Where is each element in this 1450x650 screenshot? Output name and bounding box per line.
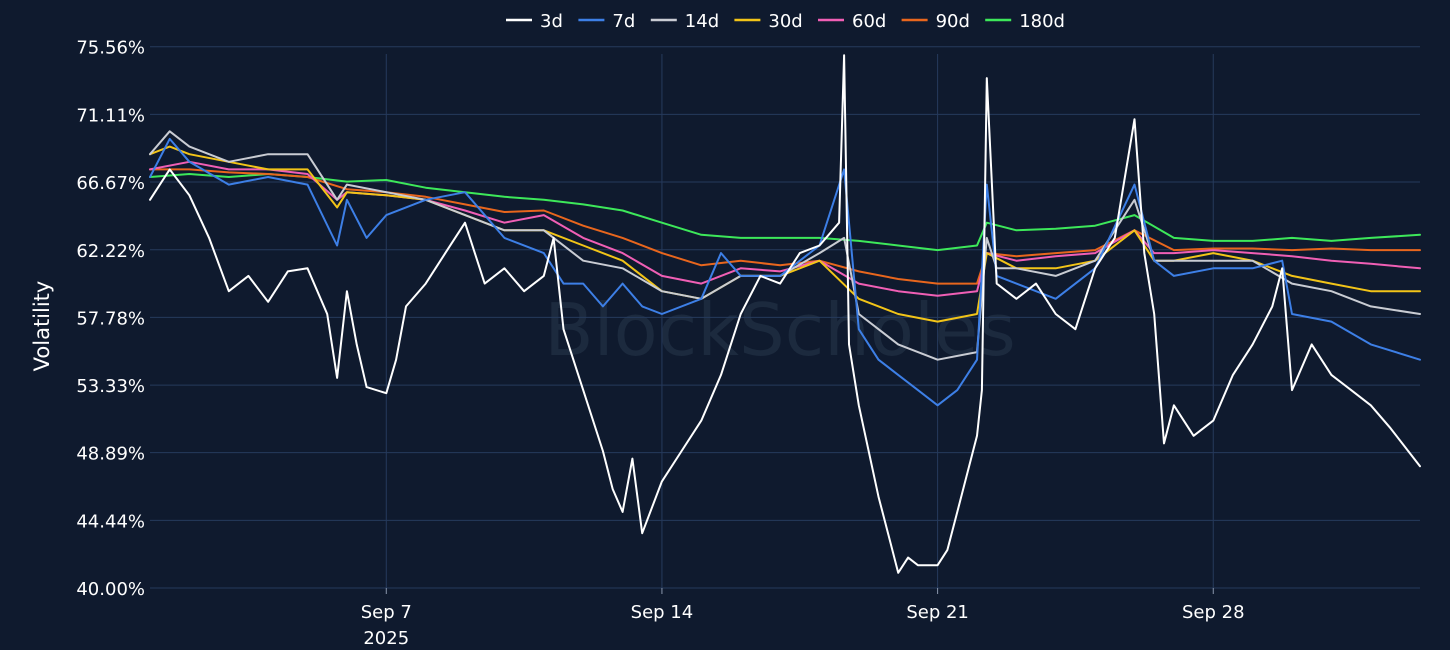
legend-item-90d[interactable]: 90d	[901, 11, 970, 32]
legend-item-7d[interactable]: 7d	[578, 11, 635, 32]
legend-label: 7d	[612, 11, 635, 32]
y-axis-title: Volatility	[30, 281, 54, 372]
series-line-3d	[149, 54, 1421, 574]
legend-label: 3d	[540, 11, 563, 32]
watermark: BlockScholes	[544, 288, 1016, 372]
y-tick-label: 40.00%	[76, 579, 145, 600]
legend[interactable]: 3d 7d 14d 30d 60d 90d 180d	[506, 11, 1065, 32]
y-tick-label: 48.89%	[76, 444, 145, 465]
legend-label: 90d	[936, 11, 970, 32]
series-line-90d	[149, 168, 1421, 285]
legend-label: 14d	[685, 11, 719, 32]
y-tick-label: 62.22%	[76, 241, 145, 262]
series-lines	[149, 54, 1421, 574]
y-tick-label: 66.67%	[76, 173, 145, 194]
legend-label: 180d	[1019, 11, 1065, 32]
x-axis-ticks: Sep 7 2025 Sep 14 Sep 21 Sep 28	[361, 588, 1245, 649]
legend-item-3d[interactable]: 3d	[506, 11, 563, 32]
y-tick-label: 57.78%	[76, 308, 145, 329]
x-tick-year-label: 2025	[363, 628, 409, 649]
legend-item-30d[interactable]: 30d	[734, 11, 803, 32]
x-tick-label: Sep 14	[631, 602, 694, 623]
legend-label: 60d	[852, 11, 886, 32]
legend-label: 30d	[768, 11, 802, 32]
x-tick-label: Sep 21	[906, 602, 969, 623]
series-line-7d	[149, 137, 1421, 407]
x-tick-label: Sep 28	[1182, 602, 1245, 623]
grid-lines	[150, 46, 1420, 589]
legend-item-14d[interactable]: 14d	[650, 11, 719, 32]
y-tick-label: 71.11%	[76, 105, 145, 126]
y-tick-label: 44.44%	[76, 511, 145, 532]
series-line-180d	[149, 173, 1421, 252]
x-tick-label: Sep 7	[361, 602, 412, 623]
y-tick-label: 53.33%	[76, 376, 145, 397]
y-axis-ticks: 40.00% 44.44% 48.89% 53.33% 57.78% 62.22% 66.6…	[76, 38, 145, 600]
y-tick-label: 75.56%	[76, 38, 145, 59]
legend-item-60d[interactable]: 60d	[818, 11, 886, 32]
legend-item-180d[interactable]: 180d	[985, 11, 1065, 32]
series-line-14d	[149, 130, 1421, 361]
